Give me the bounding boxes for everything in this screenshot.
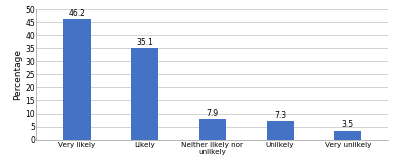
Bar bbox=[63, 19, 91, 140]
Y-axis label: Percentage: Percentage bbox=[13, 49, 22, 100]
Text: 3.5: 3.5 bbox=[342, 120, 354, 129]
Bar bbox=[131, 48, 158, 140]
Bar bbox=[267, 121, 294, 140]
Text: 7.3: 7.3 bbox=[274, 111, 286, 120]
Text: 35.1: 35.1 bbox=[136, 38, 153, 47]
Bar bbox=[199, 119, 226, 140]
Text: 46.2: 46.2 bbox=[69, 9, 85, 18]
Bar bbox=[334, 131, 361, 140]
Text: 7.9: 7.9 bbox=[206, 109, 218, 118]
